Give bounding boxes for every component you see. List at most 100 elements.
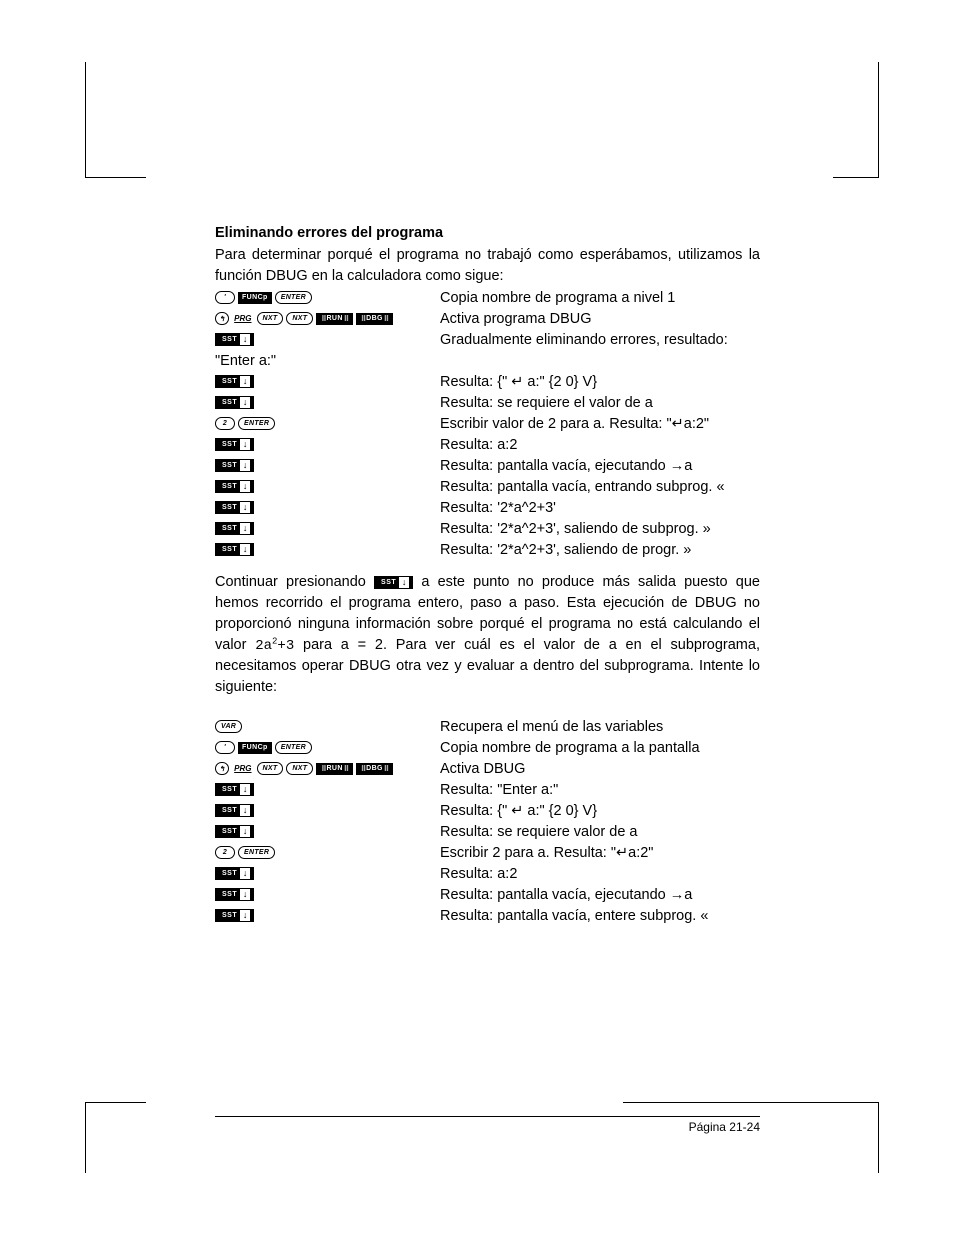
enter-key: ENTER xyxy=(238,417,275,430)
step-row: SST↓ Resulta: "Enter a:" xyxy=(215,779,760,800)
step-desc: Gradualmente eliminando errores, resulta… xyxy=(440,332,760,348)
step-row: SST↓ Resulta: pantalla vacía, ejecutando… xyxy=(215,455,760,476)
key-sequence: ' FUNCp ENTER xyxy=(215,291,440,304)
dbg-softkey: ⠿DBG⠿ xyxy=(356,763,393,775)
step-text: "Enter a:" xyxy=(215,353,440,369)
crop-mark-tl xyxy=(85,62,146,178)
run-softkey: ⠿RUN⠿ xyxy=(316,763,353,775)
apostrophe-key: ' xyxy=(215,741,235,754)
key-sequence: SST↓ xyxy=(215,804,440,817)
sst-key: SST↓ xyxy=(215,333,254,346)
step-row: SST↓ Resulta: se requiere valor de a xyxy=(215,821,760,842)
step-row: SST↓ Resulta: pantalla vacía, entere sub… xyxy=(215,905,760,926)
enter-key: ENTER xyxy=(275,291,312,304)
sst-key: SST↓ xyxy=(215,396,254,409)
key-sequence: SST↓ xyxy=(215,480,440,493)
step-row: SST↓ Resulta: '2*a^2+3' xyxy=(215,497,760,518)
step-row: ' FUNCp ENTER Copia nombre de programa a… xyxy=(215,737,760,758)
step-desc: Recupera el menú de las variables xyxy=(440,719,760,735)
key-sequence: SST↓ xyxy=(215,783,440,796)
step-desc: Activa DBUG xyxy=(440,761,760,777)
step-row: ↰ PRG NXT NXT ⠿RUN⠿ ⠿DBG⠿ Activa program… xyxy=(215,308,760,329)
mid-paragraph: Continuar presionando SST↓ a este punto … xyxy=(215,572,760,698)
step-desc: Activa programa DBUG xyxy=(440,311,760,327)
prg-key: PRG xyxy=(232,762,253,775)
two-key: 2 xyxy=(215,846,235,859)
step-row: SST↓ Resulta: pantalla vacía, ejecutando… xyxy=(215,884,760,905)
sst-key: SST↓ xyxy=(215,438,254,451)
step-desc: Resulta: {" ↵ a:" {2 0} V} xyxy=(440,803,760,819)
step-desc: Resulta: pantalla vacía, ejecutando →a xyxy=(440,887,760,903)
expr: 2a2+3 xyxy=(255,638,294,654)
section-heading: Eliminando errores del programa xyxy=(215,225,760,241)
sst-key: SST↓ xyxy=(215,480,254,493)
mid-text-d: para a = 2. Para ver cuál es el valor de… xyxy=(215,637,760,695)
step-row: VAR Recupera el menú de las variables xyxy=(215,716,760,737)
step-desc: Resulta: '2*a^2+3', saliendo de subprog.… xyxy=(440,521,760,537)
step-row: SST↓ Resulta: a:2 xyxy=(215,863,760,884)
key-sequence: SST↓ xyxy=(215,825,440,838)
sst-key-inline: SST↓ xyxy=(374,576,413,589)
run-softkey: ⠿RUN⠿ xyxy=(316,313,353,325)
sst-key: SST↓ xyxy=(215,459,254,472)
step-row: SST↓ Resulta: se requiere el valor de a xyxy=(215,392,760,413)
sst-key: SST↓ xyxy=(215,825,254,838)
key-sequence: SST↓ xyxy=(215,438,440,451)
nxt-key: NXT xyxy=(257,312,284,325)
step-row: SST↓ Resulta: {" ↵ a:" {2 0} V} xyxy=(215,371,760,392)
sst-key: SST↓ xyxy=(215,804,254,817)
step-row: SST↓ Resulta: pantalla vacía, entrando s… xyxy=(215,476,760,497)
key-sequence: SST↓ xyxy=(215,396,440,409)
sst-key: SST↓ xyxy=(215,375,254,388)
key-sequence: ' FUNCp ENTER xyxy=(215,741,440,754)
step-row: "Enter a:" xyxy=(215,350,760,371)
step-desc: Resulta: se requiere el valor de a xyxy=(440,395,760,411)
key-sequence: SST↓ xyxy=(215,522,440,535)
step-desc: Resulta: "Enter a:" xyxy=(440,782,760,798)
var-key: VAR xyxy=(215,720,242,733)
key-sequence: SST↓ xyxy=(215,543,440,556)
step-row: 2 ENTER Escribir 2 para a. Resulta: "↵a:… xyxy=(215,842,760,863)
intro-paragraph: Para determinar porqué el programa no tr… xyxy=(215,245,760,287)
step-desc: Copia nombre de programa a la pantalla xyxy=(440,740,760,756)
step-desc: Resulta: {" ↵ a:" {2 0} V} xyxy=(440,374,760,390)
sst-key: SST↓ xyxy=(215,783,254,796)
key-sequence: SST↓ xyxy=(215,375,440,388)
step-desc: Resulta: se requiere valor de a xyxy=(440,824,760,840)
nxt-key: NXT xyxy=(286,762,313,775)
key-sequence: ↰ PRG NXT NXT ⠿RUN⠿ ⠿DBG⠿ xyxy=(215,312,440,325)
key-sequence: SST↓ xyxy=(215,888,440,901)
prg-key: PRG xyxy=(232,312,253,325)
step-desc: Copia nombre de programa a nivel 1 xyxy=(440,290,760,306)
step-row: 2 ENTER Escribir valor de 2 para a. Resu… xyxy=(215,413,760,434)
key-sequence: SST↓ xyxy=(215,867,440,880)
key-sequence: 2 ENTER xyxy=(215,846,440,859)
step-row: ' FUNCp ENTER Copia nombre de programa a… xyxy=(215,287,760,308)
leftshift-key: ↰ xyxy=(215,312,229,325)
step-desc: Resulta: a:2 xyxy=(440,437,760,453)
sst-key: SST↓ xyxy=(215,522,254,535)
enter-key: ENTER xyxy=(238,846,275,859)
nxt-key: NXT xyxy=(286,312,313,325)
step-desc: Escribir valor de 2 para a. Resulta: "↵a… xyxy=(440,416,760,432)
key-sequence: SST↓ xyxy=(215,333,440,346)
step-row: SST↓ Resulta: '2*a^2+3', saliendo de sub… xyxy=(215,518,760,539)
crop-mark-tr xyxy=(833,62,879,178)
apostrophe-key: ' xyxy=(215,291,235,304)
step-desc: Resulta: '2*a^2+3' xyxy=(440,500,760,516)
sst-key: SST↓ xyxy=(215,543,254,556)
funcp-softkey: FUNCp xyxy=(238,292,272,304)
nxt-key: NXT xyxy=(257,762,284,775)
step-desc: Resulta: pantalla vacía, ejecutando →a xyxy=(440,458,760,474)
leftshift-key: ↰ xyxy=(215,762,229,775)
step-desc: Resulta: pantalla vacía, entrando subpro… xyxy=(440,479,760,495)
key-sequence: VAR xyxy=(215,720,440,733)
step-row: SST↓ Resulta: a:2 xyxy=(215,434,760,455)
sst-key: SST↓ xyxy=(215,888,254,901)
step-desc: Resulta: '2*a^2+3', saliendo de progr. » xyxy=(440,542,760,558)
key-sequence: 2 ENTER xyxy=(215,417,440,430)
step-row: ↰ PRG NXT NXT ⠿RUN⠿ ⠿DBG⠿ Activa DBUG xyxy=(215,758,760,779)
step-desc: Escribir 2 para a. Resulta: "↵a:2" xyxy=(440,845,760,861)
sst-key: SST↓ xyxy=(215,909,254,922)
sst-key: SST↓ xyxy=(215,501,254,514)
